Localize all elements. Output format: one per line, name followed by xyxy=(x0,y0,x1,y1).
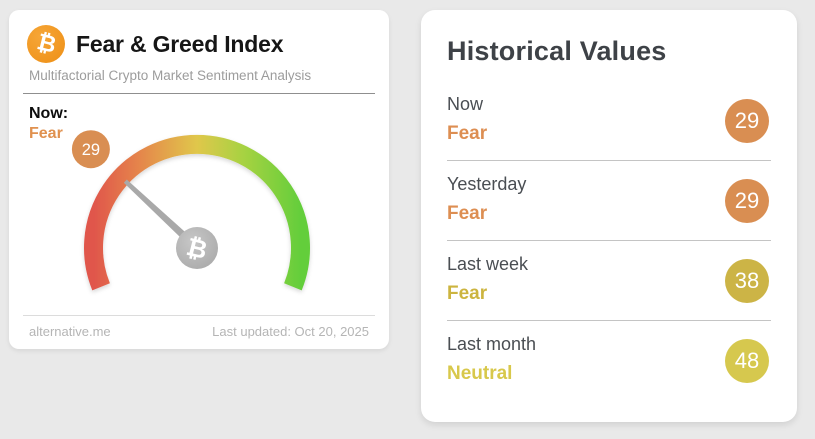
history-row-sentiment: Fear xyxy=(447,203,488,224)
history-row-yesterday: Yesterday Fear 29 xyxy=(447,161,771,241)
historical-rows: Now Fear 29 Yesterday Fear 29 Last week … xyxy=(447,81,771,400)
index-card-header: ₿ Fear & Greed Index xyxy=(9,10,389,63)
last-updated-label: Last updated: Oct 20, 2025 xyxy=(212,324,369,339)
history-row-sentiment: Fear xyxy=(447,283,488,304)
history-row-sentiment: Fear xyxy=(447,123,488,144)
gauge-arc xyxy=(84,134,310,291)
gauge-hub xyxy=(176,227,218,269)
history-row-last-week: Last week Fear 38 xyxy=(447,241,771,321)
bitcoin-glyph: ₿ xyxy=(33,28,59,59)
source-link[interactable]: alternative.me xyxy=(29,324,111,339)
index-subtitle: Multifactorial Crypto Market Sentiment A… xyxy=(29,68,312,83)
history-value-badge: 29 xyxy=(725,178,769,223)
index-title: Fear & Greed Index xyxy=(76,30,284,57)
historical-values-card: Historical Values Now Fear 29 Yesterday … xyxy=(421,10,797,422)
history-row-label: Last month xyxy=(447,334,537,354)
history-value-badge: 29 xyxy=(725,98,769,143)
footer-divider xyxy=(23,315,375,316)
gauge-value-label: 29 xyxy=(82,141,100,159)
history-row-label: Now xyxy=(447,94,484,114)
fear-greed-gauge: ₿ 29 xyxy=(71,130,310,291)
historical-title: Historical Values xyxy=(447,36,667,66)
history-value-badge: 38 xyxy=(725,258,769,303)
history-row-label: Last week xyxy=(447,254,529,274)
history-value-badge: 48 xyxy=(725,338,769,383)
history-row-label: Yesterday xyxy=(447,174,527,194)
index-card-footer: alternative.me Last updated: Oct 20, 202… xyxy=(23,315,375,339)
bitcoin-logo-icon: ₿ xyxy=(27,25,65,63)
now-sentiment: Fear xyxy=(29,125,63,142)
gauge-value-badge: 29 xyxy=(71,130,110,169)
history-row-now: Now Fear 29 xyxy=(447,81,771,161)
now-label: Now: xyxy=(29,105,69,122)
header-divider xyxy=(23,93,375,94)
history-row-sentiment: Neutral xyxy=(447,363,513,384)
fear-greed-index-card: ₿ Fear & Greed Index Multifactorial Cryp… xyxy=(9,10,389,349)
history-row-last-month: Last month Neutral 48 xyxy=(447,321,771,400)
